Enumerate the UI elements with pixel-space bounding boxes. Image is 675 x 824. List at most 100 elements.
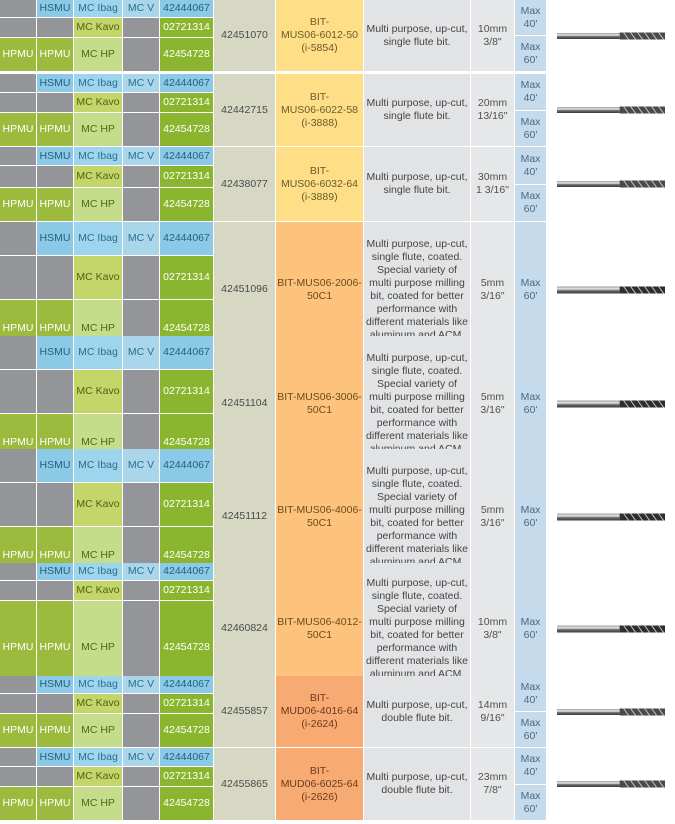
up-cut-single-flute-bit-icon	[556, 106, 665, 114]
hpmu-cell	[0, 767, 37, 787]
bit-name: BIT- MUS06-6012-50 (i-5854)	[276, 0, 364, 72]
hpmu-cell	[0, 147, 37, 166]
machine-cell: MC Ibag	[74, 748, 123, 767]
part-number: 42442715	[214, 74, 276, 147]
hsmu-cell-text: HPMU	[39, 322, 71, 334]
bit-name-text: BIT-MUS06-3006- 50C1	[277, 390, 362, 416]
machine-cell-text: MC Ibag	[78, 678, 118, 690]
description-text: Multi purpose, up-cut, single flute bit.	[366, 22, 468, 48]
hpmu-cell: HPMU	[0, 38, 37, 72]
speed-max: Max 40'	[515, 0, 547, 36]
mcv-cell-text: MC V	[127, 459, 155, 471]
bit-image	[547, 449, 675, 585]
hsmu-cell: HSMU	[37, 563, 74, 581]
mcv-cell-text: MC V	[127, 232, 155, 244]
double-flute-bit-icon	[556, 707, 665, 716]
mcv-cell: MC V	[123, 0, 160, 18]
description-text: Multi purpose, up-cut, double flute bit.	[366, 771, 468, 796]
hpmu-cell: HPMU	[0, 113, 37, 147]
code-cell: 02721314	[160, 256, 214, 300]
part-number-text: 42438077	[221, 177, 268, 190]
hsmu-cell	[37, 370, 74, 414]
code-cell-text: 42454728	[163, 724, 210, 736]
part-number: 42455857	[214, 676, 276, 748]
description: Multi purpose, up-cut, single flute bit.	[364, 147, 471, 222]
hsmu-cell-text: HSMU	[39, 232, 71, 244]
description-text: Multi purpose, up-cut, single flute bit.	[366, 171, 468, 196]
description: Multi purpose, up-cut, single flute, coa…	[364, 222, 471, 358]
bit-name: BIT-MUS06-4012- 50C1	[276, 563, 364, 695]
code-cell: 02721314	[160, 767, 214, 787]
hsmu-cell-text: HPMU	[39, 48, 71, 60]
coated-single-flute-bit-icon	[556, 399, 665, 408]
code-cell-text: 02721314	[163, 96, 210, 108]
hpmu-cell: HPMU	[0, 714, 37, 748]
hsmu-cell-text: HPMU	[39, 724, 71, 736]
hpmu-cell	[0, 748, 37, 767]
speed-max: Max 60'	[515, 222, 547, 358]
code-cell: 42444067	[160, 147, 214, 166]
bit-name-text: BIT-MUS06-2006- 50C1	[277, 276, 362, 302]
code-cell: 02721314	[160, 370, 214, 414]
hsmu-cell	[37, 93, 74, 113]
machine-cell: MC Ibag	[74, 222, 123, 256]
up-cut-single-flute-bit-icon	[556, 31, 665, 40]
hpmu-cell	[0, 563, 37, 581]
speed-max-text: Max 60'	[520, 115, 541, 141]
code-cell: 42454728	[160, 787, 214, 821]
bit-image	[547, 563, 675, 695]
hpmu-cell: HPMU	[0, 787, 37, 821]
machine-cell-text: MC Ibag	[78, 459, 118, 471]
part-number: 42451096	[214, 222, 276, 358]
mcv-cell	[123, 714, 160, 748]
hsmu-cell: HSMU	[37, 748, 74, 767]
machine-cell: MC HP	[74, 113, 123, 147]
hpmu-cell	[0, 222, 37, 256]
description: Multi purpose, up-cut, single flute bit.	[364, 0, 471, 72]
mcv-cell: MC V	[123, 336, 160, 370]
speed-max: Max 40'	[515, 147, 547, 185]
part-number-text: 42460824	[221, 622, 268, 634]
code-cell: 42444067	[160, 449, 214, 483]
machine-cell: MC Ibag	[74, 563, 123, 581]
machine-cell-text: MC Ibag	[78, 750, 118, 763]
code-cell: 42454728	[160, 113, 214, 147]
size-text: 10mm 3/8"	[477, 615, 508, 641]
code-cell: 42454728	[160, 188, 214, 222]
code-cell-text: 42454728	[163, 123, 210, 135]
mcv-cell: MC V	[123, 222, 160, 256]
part-number: 42460824	[214, 563, 276, 695]
machine-cell: MC HP	[74, 787, 123, 821]
machine-cell-text: MC Ibag	[78, 76, 118, 89]
mcv-cell	[123, 38, 160, 72]
coated-single-flute-bit-icon	[556, 285, 665, 294]
hsmu-cell-text: HPMU	[39, 641, 71, 653]
size: 14mm 9/16"	[471, 676, 515, 748]
bit-image	[547, 748, 675, 821]
bit-name-text: BIT- MUS06-6022-58 (i-3888)	[280, 90, 359, 129]
machine-cell: MC Ibag	[74, 676, 123, 694]
description-text: Multi purpose, up-cut, single flute, coa…	[366, 351, 468, 455]
machine-cell-text: MC HP	[81, 436, 115, 448]
machine-cell: MC Kavo	[74, 166, 123, 188]
mcv-cell	[123, 581, 160, 601]
code-cell-text: 42454728	[163, 436, 210, 448]
size-text: 5mm 3/16"	[480, 390, 505, 416]
mcv-cell-text: MC V	[127, 2, 155, 14]
code-cell-text: 42444067	[163, 678, 210, 690]
hpmu-cell-text: HPMU	[2, 198, 34, 210]
machine-cell-text: MC Kavo	[76, 271, 120, 283]
speed-max-text: Max 60'	[520, 615, 541, 641]
code-cell-text: 42444067	[163, 76, 210, 89]
machine-cell: MC Kavo	[74, 93, 123, 113]
speed-max-text: Max 40'	[520, 152, 541, 178]
code-cell: 02721314	[160, 694, 214, 714]
hsmu-cell-text: HSMU	[39, 750, 71, 763]
code-cell: 02721314	[160, 581, 214, 601]
bit-name: BIT- MUS06-6022-58 (i-3888)	[276, 74, 364, 147]
machine-cell-text: MC Kavo	[76, 21, 120, 33]
code-cell-text: 42454728	[163, 198, 210, 210]
hsmu-cell-text: HSMU	[39, 149, 71, 162]
code-cell: 42444067	[160, 222, 214, 256]
up-cut-single-flute-bit-icon	[556, 180, 665, 188]
